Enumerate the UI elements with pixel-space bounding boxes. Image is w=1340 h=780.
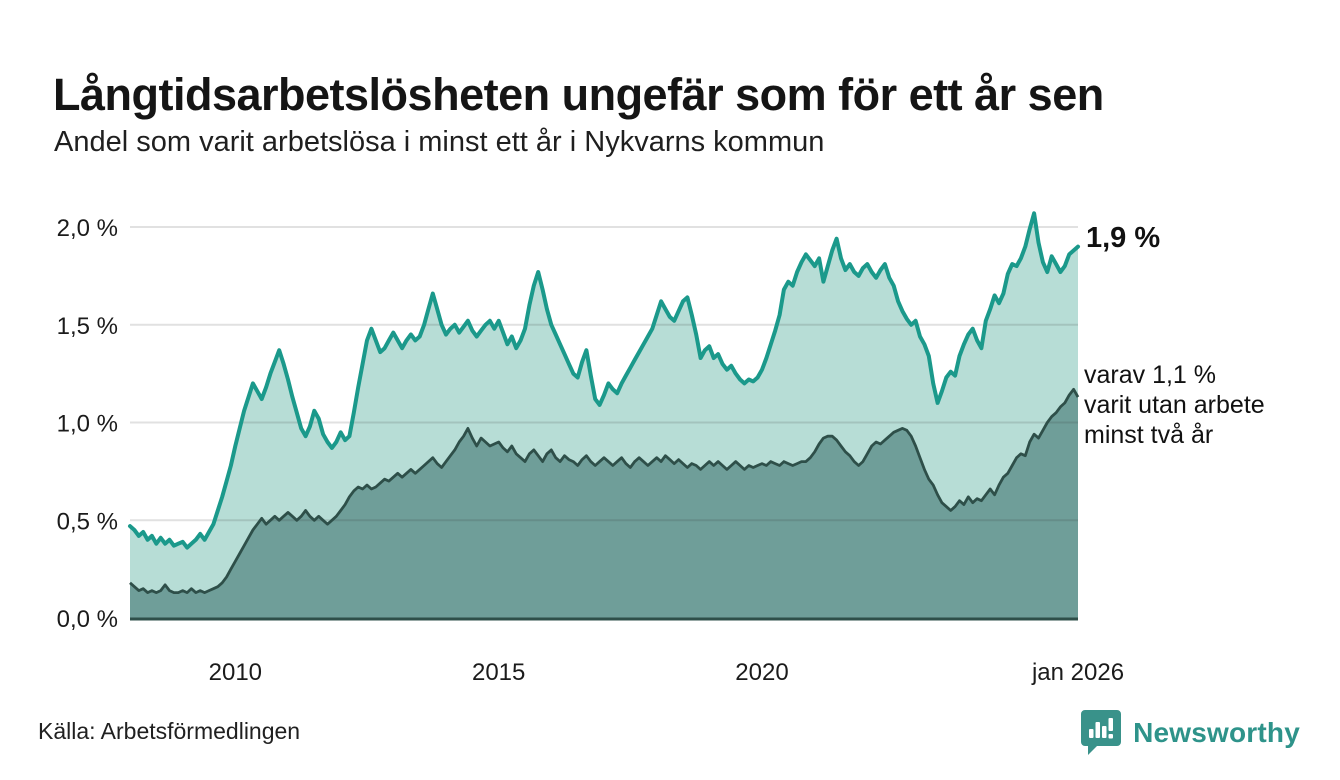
series-line-min-1yr xyxy=(128,211,1080,550)
x-tick-2010: 2010 xyxy=(209,659,262,686)
chart-lines xyxy=(128,211,1080,594)
y-tick-0,0 %: 0,0 % xyxy=(57,606,118,633)
y-tick-2,0 %: 2,0 % xyxy=(57,215,118,242)
latest-value-label: 1,9 % xyxy=(1086,222,1161,254)
y-axis-tick-labels: 0,0 % 0,5 % 1,0 % 1,5 % 2,0 % xyxy=(57,215,118,633)
y-tick-1,5 %: 1,5 % xyxy=(57,313,118,340)
x-axis-tick-labels: 2010 2015 2020 jan 2026 xyxy=(209,659,1124,686)
chart-areas xyxy=(130,213,1078,619)
x-tick-jan 2026: jan 2026 xyxy=(1031,659,1124,686)
x-tick-2020: 2020 xyxy=(735,659,788,686)
gridlines xyxy=(130,226,1078,522)
source-credit: Källa: Arbetsförmedlingen xyxy=(38,718,301,744)
y-tick-0,5 %: 0,5 % xyxy=(57,508,118,535)
y-tick-1,0 %: 1,0 % xyxy=(57,411,118,438)
newsworthy-brand: Newsworthy xyxy=(1081,708,1300,758)
secondary-series-label-line1: varav 1,1 % xyxy=(1084,361,1217,389)
secondary-series-label: varav 1,1 % varit utan arbete minst två … xyxy=(1084,361,1324,450)
secondary-series-label-line3: minst två år xyxy=(1084,420,1214,449)
x-tick-2015: 2015 xyxy=(472,659,525,686)
secondary-series-label-line2: varit utan arbete xyxy=(1084,390,1265,419)
page-title: Långtidsarbetslösheten ungefär som för e… xyxy=(53,69,1104,121)
newsworthy-logo-icon xyxy=(1081,710,1122,755)
newsworthy-wordmark: Newsworthy xyxy=(1133,717,1300,748)
series-line-min-2yr xyxy=(129,387,1080,594)
chart-subtitle: Andel som varit arbetslösa i minst ett å… xyxy=(54,126,825,158)
